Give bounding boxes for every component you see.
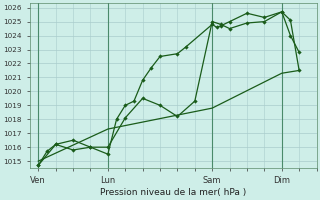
X-axis label: Pression niveau de la mer( hPa ): Pression niveau de la mer( hPa ) [100, 188, 246, 197]
